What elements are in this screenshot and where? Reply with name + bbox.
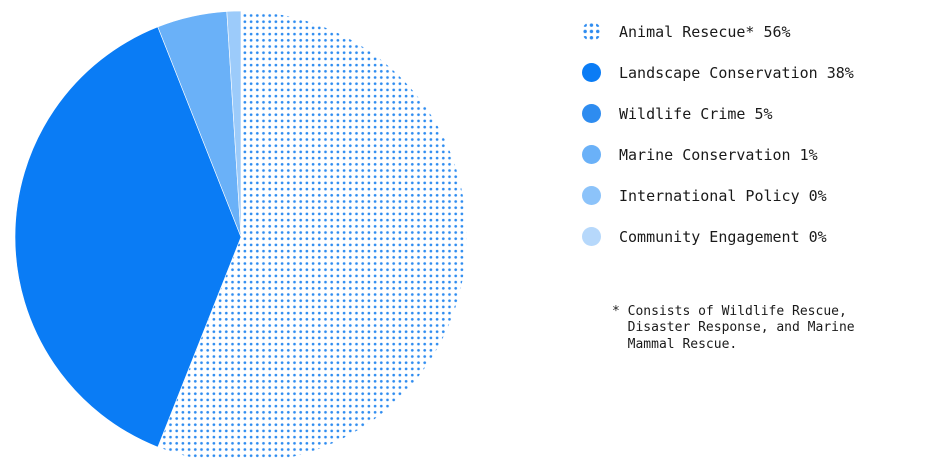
legend-label-landscape-conservation: Landscape Conservation 38% <box>619 63 854 82</box>
pie-chart-svg <box>14 10 468 458</box>
pie-chart <box>14 10 468 458</box>
legend-item-marine-conservation: Marine Conservation 1% <box>582 134 854 175</box>
legend-item-landscape-conservation: Landscape Conservation 38% <box>582 52 854 93</box>
legend-swatch-community-engagement <box>582 227 601 246</box>
legend-swatch-wildlife-crime <box>582 104 601 123</box>
pie-slice-landscape-conservation <box>14 26 242 448</box>
legend-label-international-policy: International Policy 0% <box>619 186 827 205</box>
legend-label-animal-rescue: Animal Resecue* 56% <box>619 22 791 41</box>
legend-item-international-policy: International Policy 0% <box>582 175 854 216</box>
legend-label-marine-conservation: Marine Conservation 1% <box>619 145 818 164</box>
legend-swatch-marine-conservation <box>582 145 601 164</box>
legend-item-community-engagement: Community Engagement 0% <box>582 216 854 257</box>
legend-swatch-international-policy <box>582 186 601 205</box>
legend-swatch-landscape-conservation <box>582 63 601 82</box>
legend-swatch-animal-rescue <box>582 22 601 41</box>
pie-slice-animal-resecue <box>157 10 468 458</box>
footnote: * Consists of Wildlife Rescue, Disaster … <box>612 304 855 352</box>
legend-item-wildlife-crime: Wildlife Crime 5% <box>582 93 854 134</box>
legend: Animal Resecue* 56% Landscape Conservati… <box>582 11 854 257</box>
legend-label-community-engagement: Community Engagement 0% <box>619 227 827 246</box>
pie-slice-marine-conservation <box>226 10 242 238</box>
legend-label-wildlife-crime: Wildlife Crime 5% <box>619 104 773 123</box>
legend-item-animal-rescue: Animal Resecue* 56% <box>582 11 854 52</box>
